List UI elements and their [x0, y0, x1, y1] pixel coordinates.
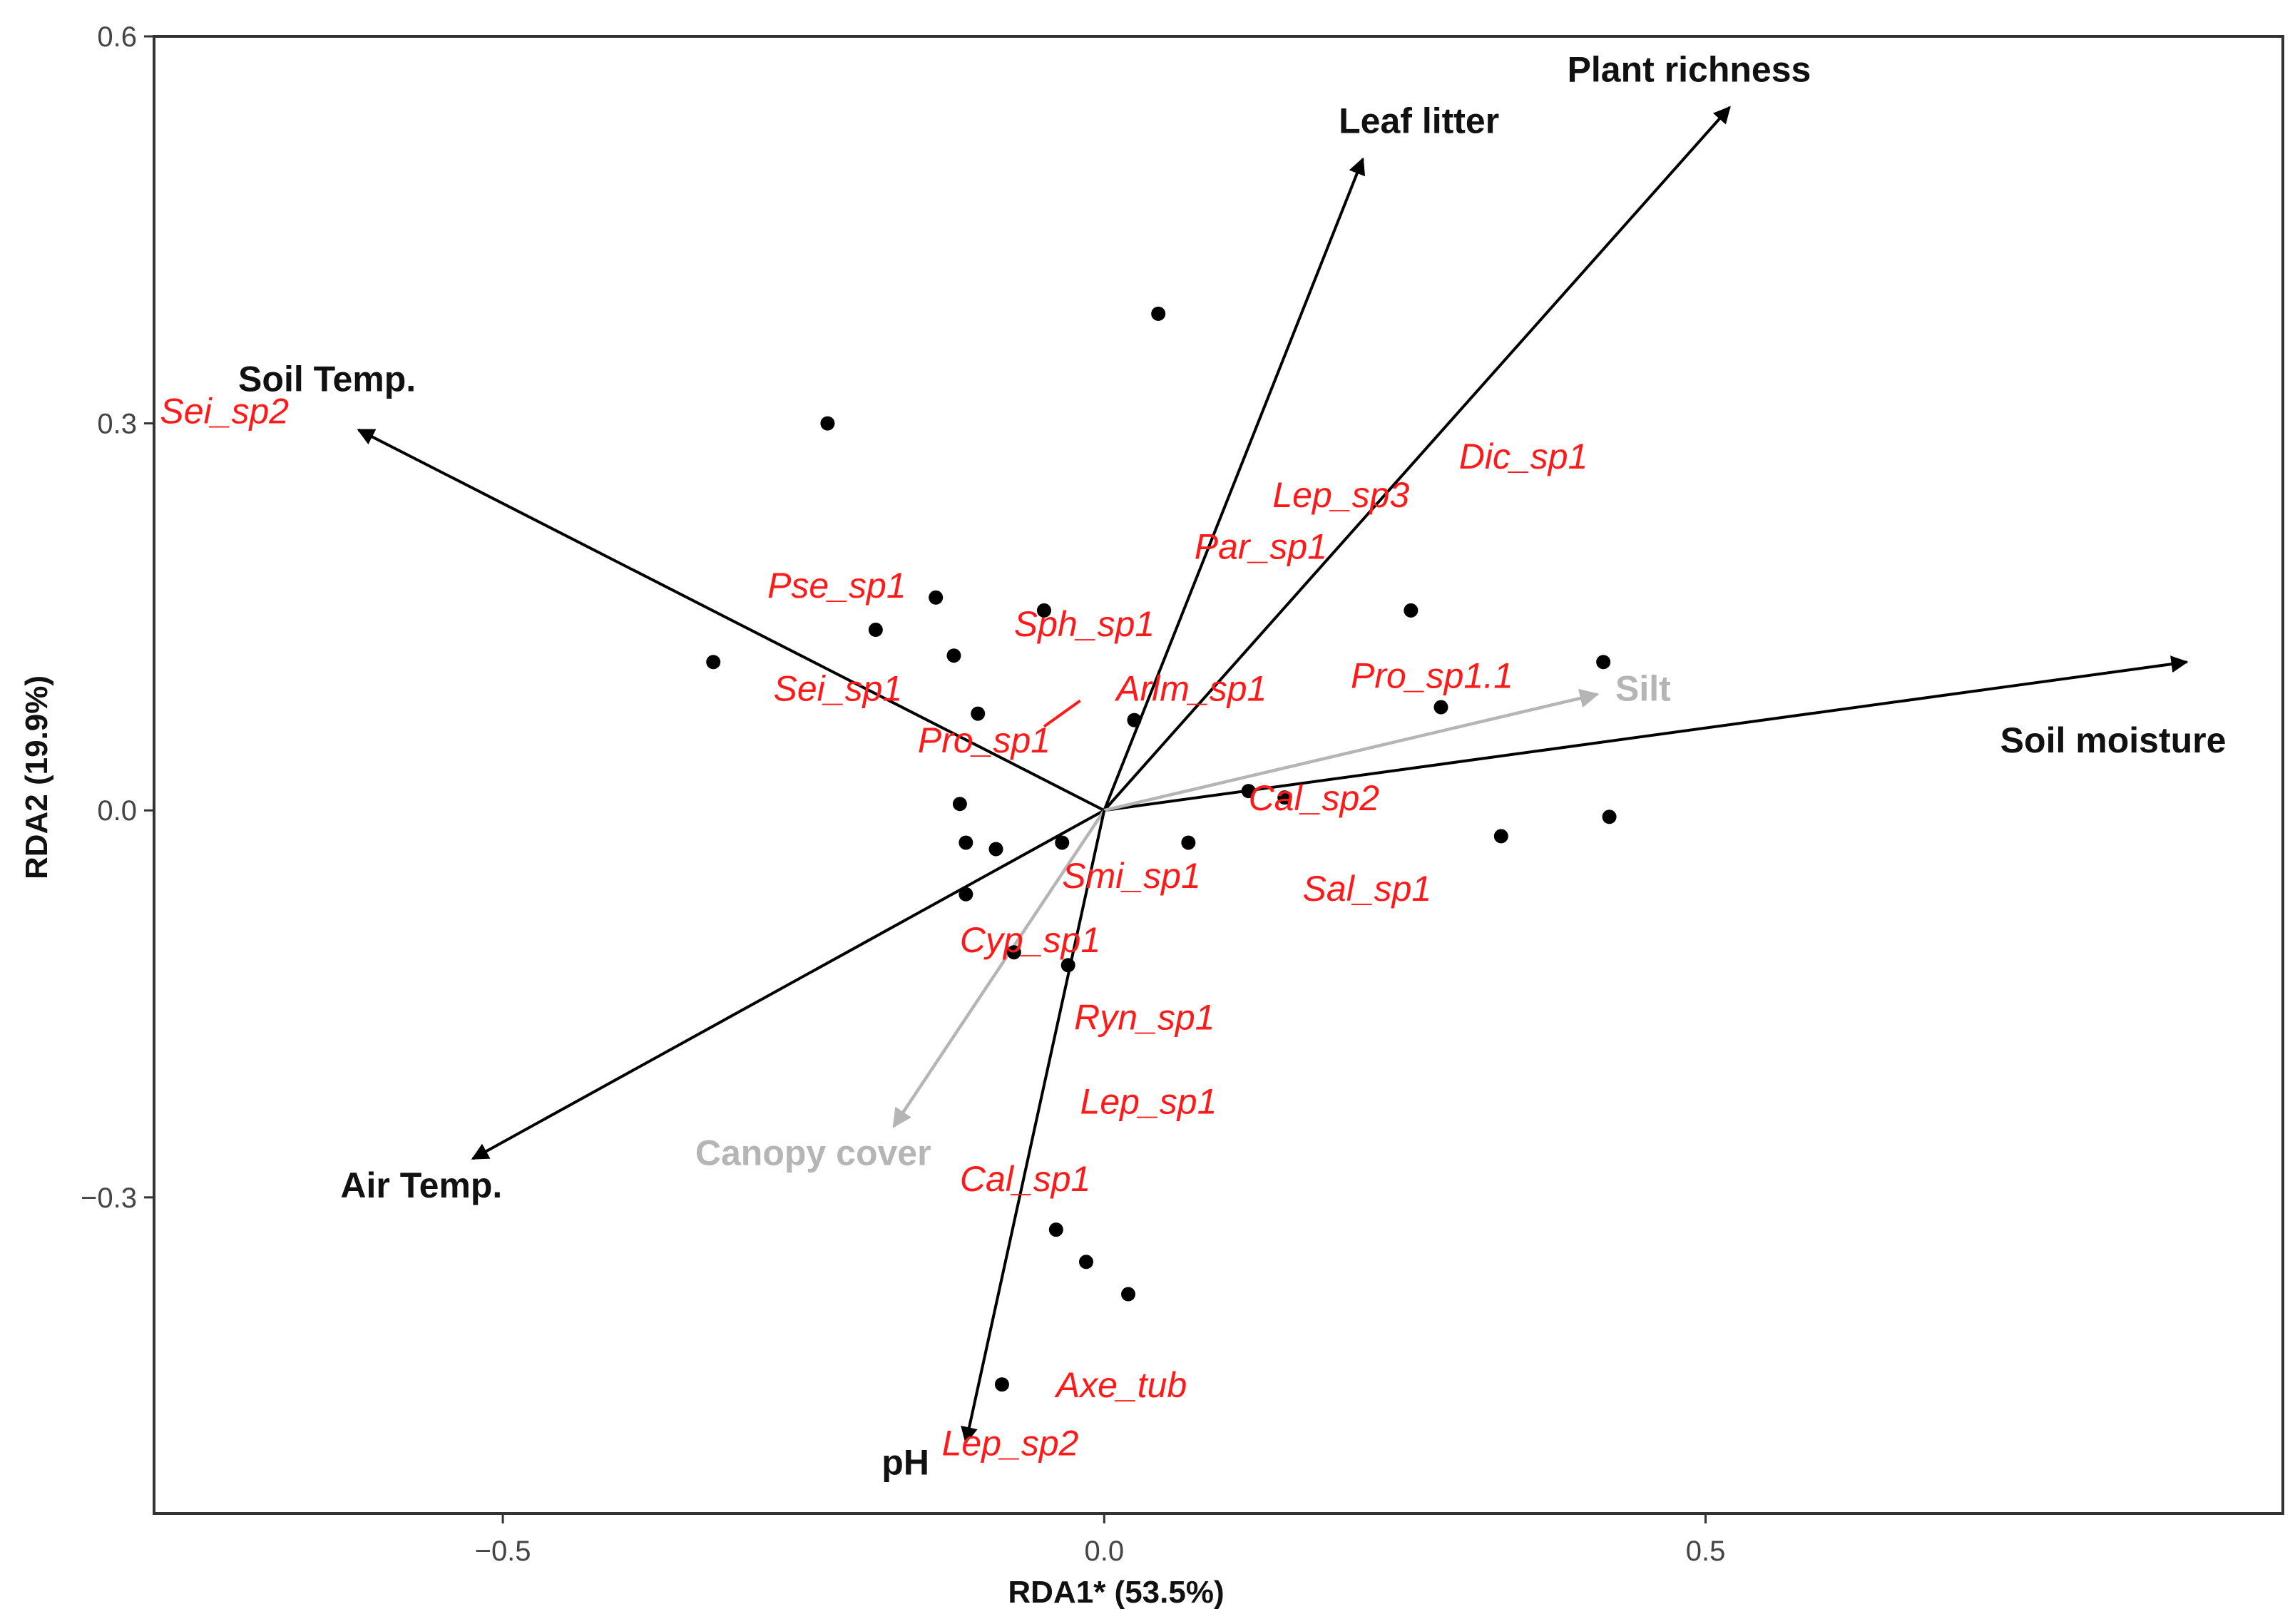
vector-label-plant-richness: Plant richness: [1568, 49, 1811, 89]
site-point: [1433, 700, 1448, 715]
vector-arrow-air-temp: [471, 809, 1105, 1160]
site-point: [1277, 790, 1292, 805]
site-point: [1060, 958, 1075, 973]
environmental-vectors: [357, 106, 2189, 1444]
site-point: [1036, 603, 1051, 618]
species-label-sph-sp1: Sph_sp1: [1014, 604, 1155, 644]
species-label-lep-sp2: Lep_sp2: [942, 1424, 1079, 1464]
species-label-lep-sp1: Lep_sp1: [1080, 1081, 1217, 1121]
species-label-lep-sp3: Lep_sp3: [1272, 475, 1409, 515]
species-label-cyp-sp1: Cyp_sp1: [960, 920, 1100, 960]
species-label-pro-sp1: Pro_sp1: [918, 720, 1051, 760]
species-label-dic-sp1: Dic_sp1: [1459, 436, 1588, 476]
vector-arrow-soil-temp: [357, 428, 1105, 812]
vector-arrow-plant-richness: [1103, 106, 1731, 812]
species-label-sal-sp1: Sal_sp1: [1303, 869, 1432, 909]
site-point: [1078, 1255, 1093, 1270]
vector-arrow-leaf-litter: [1103, 157, 1366, 811]
site-point: [868, 623, 883, 638]
site-point: [929, 590, 944, 605]
site-point: [988, 842, 1003, 857]
site-point: [1048, 1222, 1063, 1237]
site-point: [1241, 784, 1256, 799]
vector-arrow-canopy-cover: [892, 809, 1106, 1128]
y-axis-title: RDA2 (19.9%): [19, 675, 54, 879]
vector-arrow-soil-moisture: [1104, 655, 2189, 812]
vector-label-soil-temp: Soil Temp.: [238, 359, 416, 399]
species-label-pro-sp1-1: Pro_sp1.1: [1351, 655, 1513, 695]
vector-label-soil-moisture: Soil moisture: [2000, 720, 2227, 760]
site-point: [1127, 713, 1142, 727]
site-point: [1404, 603, 1419, 618]
vector-label-air-temp: Air Temp.: [340, 1165, 502, 1205]
species-label-smi-sp1: Smi_sp1: [1062, 856, 1201, 896]
site-point: [1151, 306, 1166, 321]
site-point: [994, 1377, 1009, 1392]
vector-label-canopy-cover: Canopy cover: [695, 1133, 931, 1173]
species-label-cal-sp1: Cal_sp1: [960, 1159, 1090, 1199]
site-point: [1121, 1287, 1136, 1302]
y-axis-ticks: −0.3 0.0 0.3 0.6: [81, 21, 154, 1214]
species-label-axe-tub: Axe_tub: [1054, 1365, 1187, 1405]
site-point: [820, 416, 835, 431]
stray-marks: [1043, 699, 1081, 728]
site-point: [946, 648, 961, 663]
site-point: [1596, 655, 1611, 670]
species-label-sei-sp1: Sei_sp1: [774, 668, 903, 708]
site-point: [1493, 829, 1508, 844]
site-point: [1181, 835, 1196, 850]
site-point: [959, 887, 973, 902]
y-tick-label: −0.3: [81, 1183, 137, 1214]
vector-label-leaf-litter: Leaf litter: [1339, 101, 1499, 141]
x-tick-label: 0.0: [1084, 1536, 1124, 1567]
stray-mark: [1043, 699, 1081, 728]
site-points: [706, 306, 1617, 1392]
species-label-ryn-sp1: Ryn_sp1: [1074, 998, 1215, 1038]
site-point: [1006, 945, 1021, 960]
site-point: [706, 655, 721, 670]
species-labels: Sei_sp2 Dic_sp1 Lep_sp3 Par_sp1 Pse_sp1 Sph_s…: [160, 392, 1588, 1464]
species-label-cal-sp2: Cal_sp2: [1249, 778, 1380, 818]
y-tick-label: 0.3: [97, 409, 137, 440]
plot-frame: [153, 35, 2284, 1515]
species-label-sei-sp2: Sei_sp2: [160, 392, 289, 431]
y-tick-label: 0.0: [97, 795, 137, 827]
vector-label-silt: Silt: [1615, 668, 1671, 708]
vector-arrow-ph: [961, 810, 1106, 1444]
vector-labels: Leaf litter Plant richness Soil Temp. Soil …: [238, 49, 2226, 1482]
site-point: [1602, 810, 1617, 824]
species-label-par-sp1: Par_sp1: [1195, 527, 1327, 567]
vector-arrow-silt: [1103, 688, 1600, 812]
x-tick-label: −0.5: [475, 1536, 531, 1567]
species-label-arlm-sp1: Arlm_sp1: [1114, 668, 1267, 708]
y-tick-label: 0.6: [97, 21, 137, 53]
species-label-pse-sp1: Pse_sp1: [767, 566, 906, 606]
x-axis-title: RDA1* (53.5%): [1008, 1575, 1224, 1610]
vector-label-ph: pH: [881, 1443, 929, 1483]
site-point: [959, 835, 973, 850]
x-tick-label: 0.5: [1686, 1536, 1726, 1567]
site-point: [952, 797, 967, 812]
site-point: [971, 706, 986, 721]
x-axis-ticks: −0.5 0.0 0.5: [475, 1513, 1726, 1567]
site-point: [1055, 835, 1070, 850]
